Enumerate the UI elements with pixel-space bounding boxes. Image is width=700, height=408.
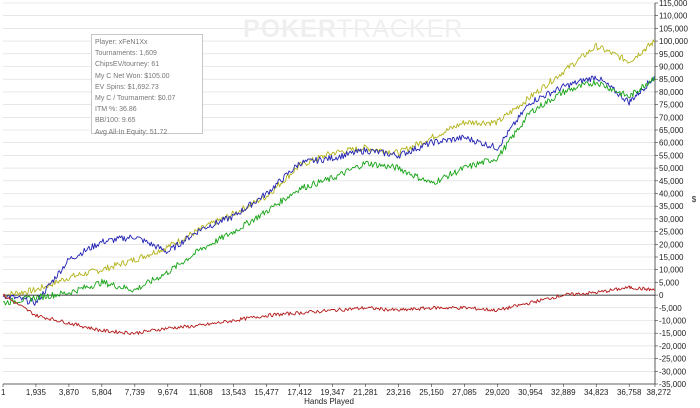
y-tick-label: 0 xyxy=(659,291,664,300)
x-tick-labels: 1 1,935 3,870 5,804 7,739 9,674 11,608 13,543 15… xyxy=(1,388,672,397)
series-line-red xyxy=(2,285,655,336)
y-tick-label: 105,000 xyxy=(659,24,688,33)
y-tick-label: 100,000 xyxy=(659,37,688,46)
y-tick-label: 15,000 xyxy=(659,253,684,262)
series-lines xyxy=(2,39,656,336)
stat-per-tournament: My C / Tournament: $0.07 xyxy=(95,94,176,102)
y-tick-label: -10,000 xyxy=(659,317,687,326)
plot-frame xyxy=(2,2,658,387)
series-line-olive xyxy=(2,39,656,298)
y-tick-label: 35,000 xyxy=(659,202,684,211)
y-tick-label: 115,000 xyxy=(659,0,688,8)
y-tick-label: 65,000 xyxy=(659,126,684,135)
y-tick-label: -15,000 xyxy=(659,329,687,338)
x-tick-label: 32,889 xyxy=(551,388,576,397)
x-tick-label: 17,412 xyxy=(287,388,312,397)
y-tick-label: 30,000 xyxy=(659,215,684,224)
y-tick-label: -5,000 xyxy=(659,304,682,313)
y-tick-label: 75,000 xyxy=(659,101,684,110)
y-axis-title: $ xyxy=(692,195,697,204)
x-tick-label: 25,150 xyxy=(419,388,444,397)
y-tick-label: 10,000 xyxy=(659,266,684,275)
y-tick-label: -35,000 xyxy=(659,380,687,389)
y-tick-label: 45,000 xyxy=(659,177,684,186)
pokertracker-watermark-logo: POKERTRACKER xyxy=(243,15,463,44)
stat-allin-equity: Avg All-In Equity: 51.72 xyxy=(95,128,168,136)
logo-part-poker: POKER xyxy=(243,15,337,43)
x-tick-label: 19,347 xyxy=(320,388,345,397)
series-line-green xyxy=(2,76,656,306)
player-stats-box: Player: xFeN1Xx Tournaments: 1,609 Chips… xyxy=(91,34,203,136)
y-tick-label: -30,000 xyxy=(659,367,687,376)
stat-bb-100: BB/100: 9.65 xyxy=(95,117,136,125)
y-tick-label: 25,000 xyxy=(659,228,684,237)
y-tick-label: 50,000 xyxy=(659,164,684,173)
x-tick-label: 13,543 xyxy=(221,388,246,397)
x-tick-label: 11,608 xyxy=(189,388,213,397)
x-tick-label: 7,739 xyxy=(125,388,146,397)
x-tick-label: 30,954 xyxy=(518,388,543,397)
x-tick-label: 34,823 xyxy=(584,388,609,397)
x-tick-label: 1 xyxy=(1,388,6,397)
stat-chipsev-per-tourney: ChipsEV/tourney: 61 xyxy=(95,61,160,69)
y-tick-label: 95,000 xyxy=(659,50,684,59)
y-tick-label: 5,000 xyxy=(659,278,680,287)
x-axis-title: Hands Played xyxy=(304,397,354,406)
series-line-blue xyxy=(2,75,655,306)
y-tick-label: 110,000 xyxy=(659,12,688,21)
stat-ev-spins: EV Spins: $1,692.73 xyxy=(95,83,159,91)
y-tick-labels: -35,000 -30,000 -25,000 -20,000 -15,000 -10,0… xyxy=(659,0,688,389)
x-tick-label: 5,804 xyxy=(92,388,113,397)
y-tick-label: 80,000 xyxy=(659,88,684,97)
y-tick-label: 20,000 xyxy=(659,240,684,249)
y-tick-label: 90,000 xyxy=(659,63,684,72)
stat-tournaments: Tournaments: 1,609 xyxy=(95,50,157,58)
y-tick-label: 55,000 xyxy=(659,151,684,160)
x-tick-label: 23,216 xyxy=(386,388,411,397)
x-tick-label: 15,477 xyxy=(254,388,279,397)
x-tick-label: 9,674 xyxy=(158,388,179,397)
y-tick-label: 70,000 xyxy=(659,113,684,122)
y-tick-label: 60,000 xyxy=(659,139,684,148)
y-tick-label: -20,000 xyxy=(659,342,687,351)
x-tick-label: 29,020 xyxy=(485,388,510,397)
stat-itm: ITM %: 36.86 xyxy=(95,106,137,114)
y-tick-label: -25,000 xyxy=(659,355,687,364)
x-tick-label: 21,281 xyxy=(353,388,378,397)
x-tick-label: 3,870 xyxy=(59,388,80,397)
grid-lines xyxy=(3,2,655,385)
stat-net-won: My C Net Won: $105.00 xyxy=(95,72,170,80)
y-tick-label: 40,000 xyxy=(659,190,684,199)
y-tick-label: 85,000 xyxy=(659,75,684,84)
x-tick-label: 27,085 xyxy=(452,388,477,397)
x-tick-label: 38,272 xyxy=(647,388,672,397)
x-tick-label: 36,758 xyxy=(617,388,642,397)
stat-player: Player: xFeN1Xx xyxy=(95,39,148,46)
x-tick-label: 1,935 xyxy=(26,388,47,397)
logo-part-tracker: TRACKER xyxy=(336,15,464,43)
